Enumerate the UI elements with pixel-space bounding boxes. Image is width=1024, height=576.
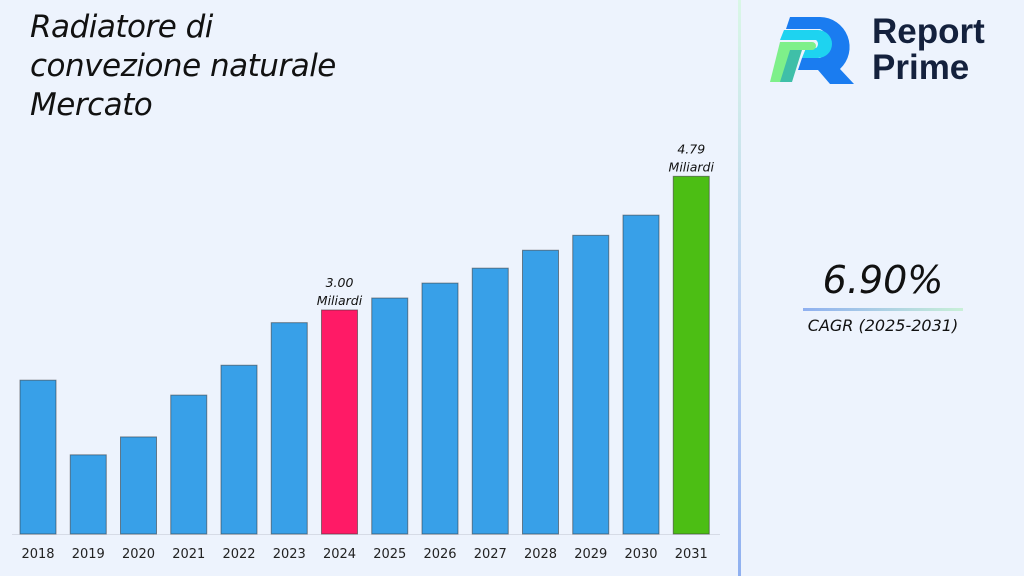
x-tick-label: 2031	[675, 547, 708, 562]
data-label-unit: Miliardi	[669, 159, 715, 174]
x-tick-label: 2024	[323, 547, 356, 562]
bar-chart: 2018 2019 2020 2021 2022 2023 2024 2025 2026 2027…	[12, 141, 720, 562]
cagr-value: 6.90%	[822, 258, 944, 302]
x-tick-label: 2020	[122, 547, 155, 562]
data-label-value: 4.79	[677, 141, 705, 156]
x-tick-label: 2027	[474, 547, 507, 562]
bar-2018	[19, 379, 57, 535]
bar-2021	[170, 394, 208, 535]
bar-2029	[572, 234, 610, 535]
cagr-underline	[803, 308, 963, 311]
x-tick-label: 2021	[172, 547, 205, 562]
x-tick-label: 2018	[21, 547, 54, 562]
x-tick-label: 2023	[273, 547, 306, 562]
bar-2027	[471, 267, 509, 535]
x-tick-label: 2022	[222, 547, 255, 562]
x-tick-label: 2029	[574, 547, 607, 562]
chart-title: Radiatore di convezione naturale Mercato	[30, 8, 336, 125]
bar-2030	[622, 214, 660, 535]
bar-2025	[371, 297, 409, 535]
bar-2024	[321, 309, 358, 535]
bar-2022	[220, 364, 258, 535]
cagr-label: CAGR (2025-2031)	[807, 316, 959, 335]
x-tick-label: 2025	[373, 547, 406, 562]
bar-2020	[120, 436, 157, 535]
data-label-unit: Miliardi	[317, 293, 363, 308]
report-prime-logo: Report Prime	[768, 14, 1018, 88]
title-line-3: Mercato	[30, 87, 153, 123]
bar-2031	[672, 175, 710, 535]
title-line-2: convezione naturale	[30, 48, 336, 84]
x-tick-label: 2019	[72, 547, 105, 562]
brand-line-2: Prime	[872, 48, 970, 87]
brand-line-1: Report	[872, 12, 985, 51]
data-label-value: 3.00	[326, 275, 354, 290]
x-tick-label: 2030	[624, 547, 657, 562]
x-tick-label: 2028	[524, 547, 557, 562]
logo-mark-icon	[770, 17, 854, 84]
bar-2026	[421, 282, 459, 535]
title-line-1: Radiatore di	[30, 9, 213, 45]
divider	[738, 0, 741, 576]
bar-2019	[69, 454, 107, 535]
x-tick-label: 2026	[423, 547, 456, 562]
bar-2028	[522, 249, 559, 535]
bar-2023	[270, 322, 308, 535]
